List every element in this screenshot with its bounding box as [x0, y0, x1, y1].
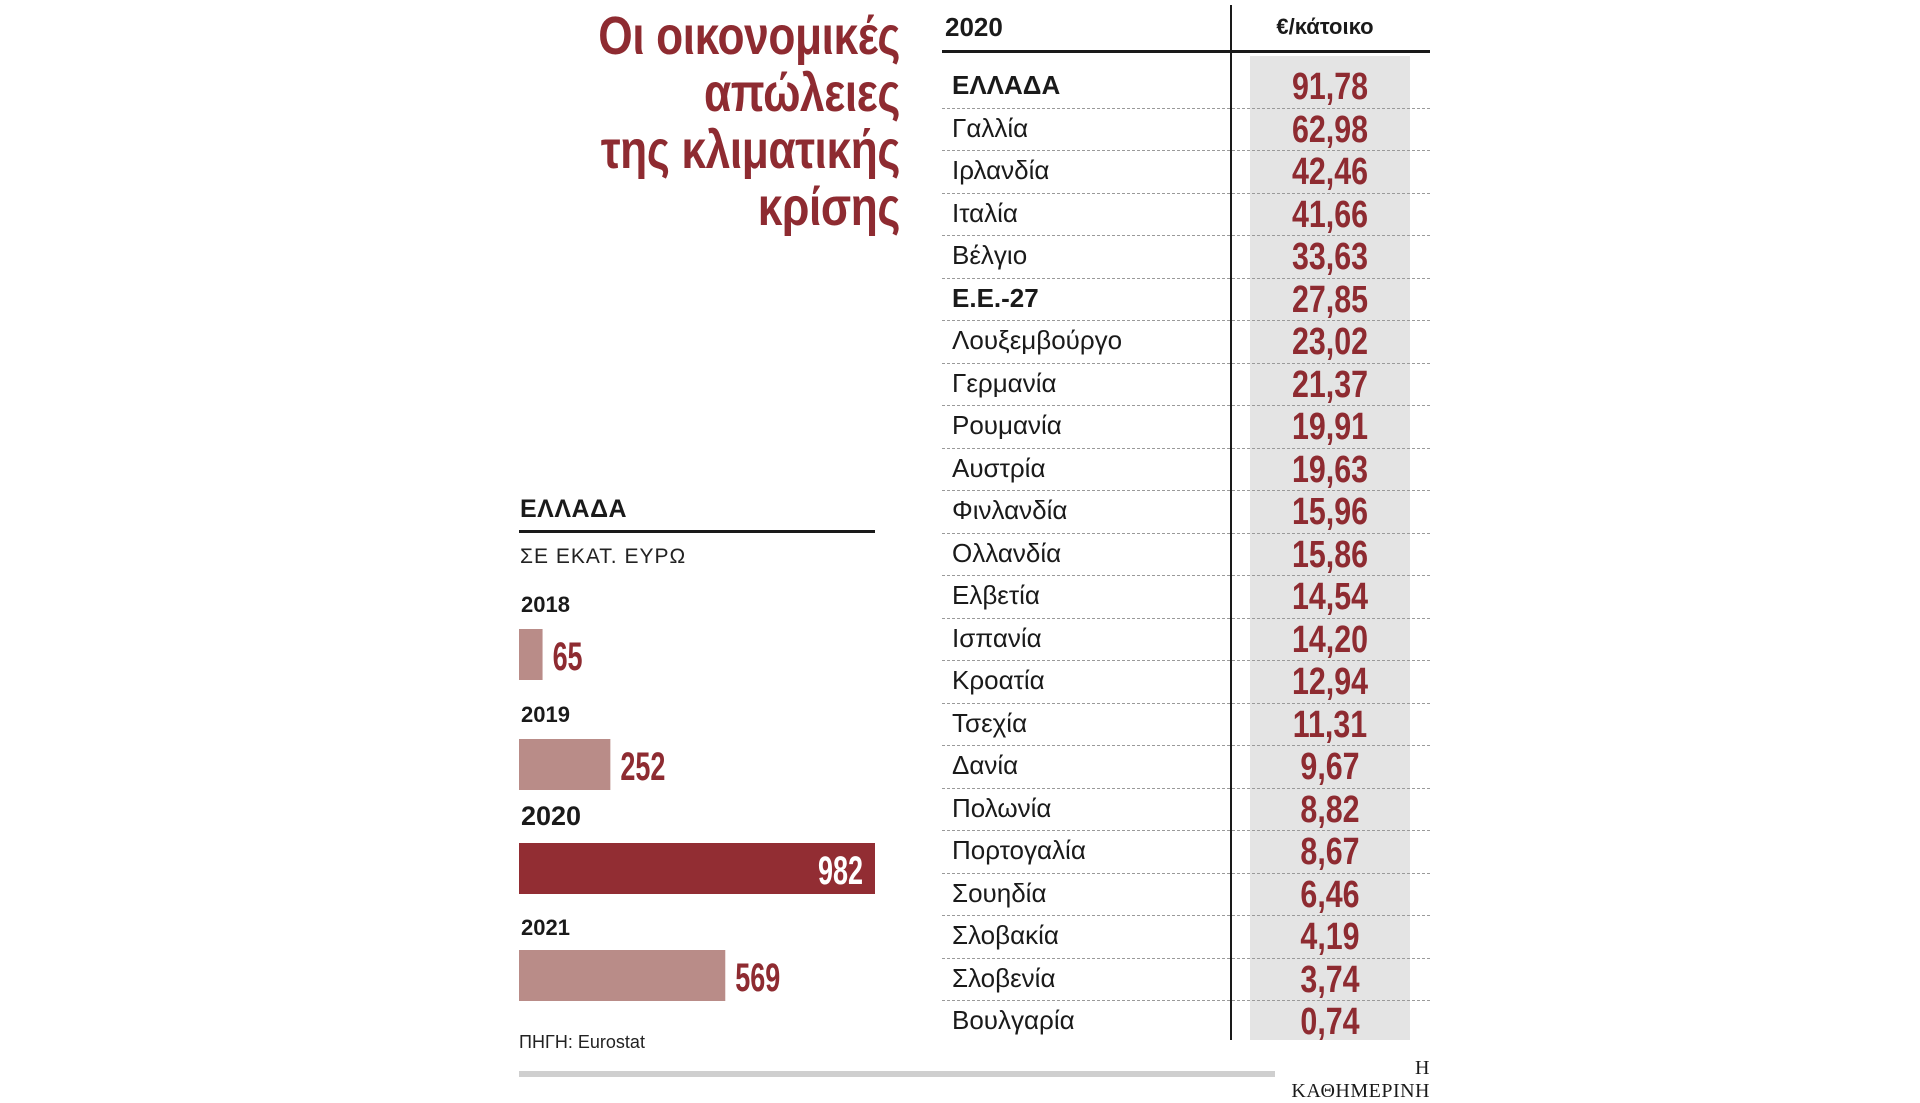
title-line: Οι οικονομικές [598, 6, 900, 66]
country-name: Βουλγαρία [952, 1005, 1075, 1035]
table-unit-header: €/κάτοικο [1276, 14, 1374, 39]
per-capita-value: 91,78 [1291, 66, 1369, 108]
table-row: Γερμανία 21,37 [942, 363, 1430, 406]
table-row: Βουλγαρία 0,74 [942, 1001, 1430, 1044]
per-capita-value: 0,74 [1300, 1001, 1360, 1043]
column-divider [1230, 5, 1232, 1040]
table-row: Ισπανία 14,20 [942, 618, 1430, 661]
table-year-header: 2020 [945, 12, 1003, 42]
country-name: Λουξεμβούργο [952, 325, 1123, 355]
table-row: Αυστρία 19,63 [942, 448, 1430, 491]
per-capita-value: 21,37 [1291, 363, 1369, 406]
country-name: Κροατία [952, 665, 1045, 695]
per-capita-value: 14,54 [1291, 576, 1369, 618]
title-line: απώλειες [703, 63, 900, 123]
table-row: Ε.Ε.-27 27,85 [942, 278, 1430, 321]
table-row: Ιταλία 41,66 [942, 193, 1430, 236]
country-name: Δανία [952, 750, 1019, 780]
per-capita-value: 41,66 [1291, 193, 1369, 236]
table-row: Λουξεμβούργο 23,02 [942, 321, 1430, 364]
bar-year-label: 2019 [521, 702, 570, 727]
table-row: Ρουμανία 19,91 [942, 406, 1430, 449]
per-capita-value: 12,94 [1291, 661, 1369, 703]
table-row: Κροατία 12,94 [942, 661, 1430, 704]
per-capita-value: 62,98 [1291, 108, 1369, 151]
per-capita-value: 14,20 [1291, 618, 1369, 661]
bar-2018 [519, 629, 543, 680]
greece-panel-title: ΕΛΛΑΔΑ [520, 495, 628, 523]
per-capita-value: 15,86 [1291, 533, 1369, 576]
country-name: Πορτογαλία [952, 835, 1086, 865]
country-name: Βέλγιο [952, 240, 1028, 270]
table-row: Σλοβενία 3,74 [942, 958, 1430, 1001]
table-row: Δανία 9,67 [942, 746, 1430, 789]
bar-value-label: 982 [818, 849, 863, 893]
bar-value-label: 65 [553, 635, 583, 679]
bar-2021 [519, 950, 726, 1001]
per-capita-value: 19,91 [1291, 406, 1369, 448]
greece-panel-rule [519, 530, 875, 533]
per-capita-value: 8,67 [1300, 831, 1360, 873]
table-row: Ελβετία 14,54 [942, 576, 1430, 619]
table-row: ΕΛΛΑΔΑ 91,78 [942, 66, 1430, 109]
per-capita-value: 3,74 [1300, 958, 1360, 1001]
country-name: Τσεχία [952, 707, 1028, 738]
bar-year-label: 2018 [521, 592, 570, 617]
country-table: ΕΛΛΑΔΑ 91,78 Γαλλία 62,98 Ιρλανδία 42,46 Ιταλί… [942, 66, 1430, 1044]
country-name: Γερμανία [952, 367, 1057, 398]
table-row: Τσεχία 11,31 [942, 703, 1430, 746]
title-line: κρίσης [757, 177, 901, 237]
source-note: ΠΗΓΗ: Eurostat [519, 1032, 645, 1052]
per-capita-value: 11,31 [1292, 703, 1368, 746]
country-name: Ισπανία [952, 622, 1042, 653]
country-name: Ε.Ε.-27 [952, 282, 1039, 313]
table-row: Φινλανδία 15,96 [942, 491, 1430, 534]
country-name: Ρουμανία [952, 410, 1062, 440]
table-row: Ιρλανδία 42,46 [942, 151, 1430, 194]
value-column-shade [1250, 56, 1410, 1040]
per-capita-value: 6,46 [1300, 873, 1360, 916]
country-name: Φινλανδία [952, 495, 1068, 525]
publisher-logo: Η ΚΑΘΗΜΕΡΙΝΗ [1291, 1057, 1430, 1102]
bar-year-label: 2020 [521, 801, 581, 831]
table-row: Ολλανδία 15,86 [942, 533, 1430, 576]
bar-value-label: 252 [620, 745, 665, 789]
greece-bar-chart: 2018 65 2019 252 2020 982 2021 569 [519, 592, 875, 1001]
per-capita-value: 33,63 [1291, 236, 1369, 278]
title-line: της κλιματικής [600, 120, 901, 180]
per-capita-value: 8,82 [1300, 788, 1360, 831]
footer-rule [519, 1071, 1275, 1077]
per-capita-value: 19,63 [1291, 448, 1369, 491]
country-name: Αυστρία [952, 452, 1046, 483]
country-name: Σλοβενία [952, 962, 1056, 993]
per-capita-value: 23,02 [1291, 321, 1369, 363]
table-row: Γαλλία 62,98 [942, 108, 1430, 151]
bar-2019 [519, 739, 611, 790]
table-row: Σουηδία 6,46 [942, 873, 1430, 916]
country-name: Ιταλία [952, 197, 1018, 228]
country-name: ΕΛΛΑΔΑ [952, 70, 1061, 100]
per-capita-value: 4,19 [1300, 916, 1360, 958]
country-name: Σουηδία [952, 877, 1047, 908]
table-row: Πορτογαλία 8,67 [942, 831, 1430, 874]
bar-year-label: 2021 [521, 915, 570, 940]
table-row: Πολωνία 8,82 [942, 788, 1430, 831]
country-name: Σλοβακία [952, 920, 1059, 950]
country-name: Ελβετία [952, 580, 1040, 610]
country-name: Γαλλία [952, 112, 1029, 143]
per-capita-value: 42,46 [1291, 151, 1369, 193]
bar-2020 [519, 843, 875, 894]
bar-value-label: 569 [735, 956, 780, 1000]
country-name: Πολωνία [952, 792, 1052, 823]
chart-title: Οι οικονομικές απώλειες της κλιματικής κ… [556, 8, 900, 236]
per-capita-value: 27,85 [1291, 278, 1369, 321]
country-name: Ολλανδία [952, 537, 1062, 568]
per-capita-value: 9,67 [1300, 746, 1360, 788]
greece-panel-unit: ΣΕ ΕΚΑΤ. ΕΥΡΩ [520, 545, 687, 568]
table-row: Βέλγιο 33,63 [942, 236, 1430, 279]
country-name: Ιρλανδία [952, 155, 1050, 185]
table-row: Σλοβακία 4,19 [942, 916, 1430, 959]
table-header-rule [942, 50, 1430, 53]
per-capita-value: 15,96 [1291, 491, 1369, 533]
